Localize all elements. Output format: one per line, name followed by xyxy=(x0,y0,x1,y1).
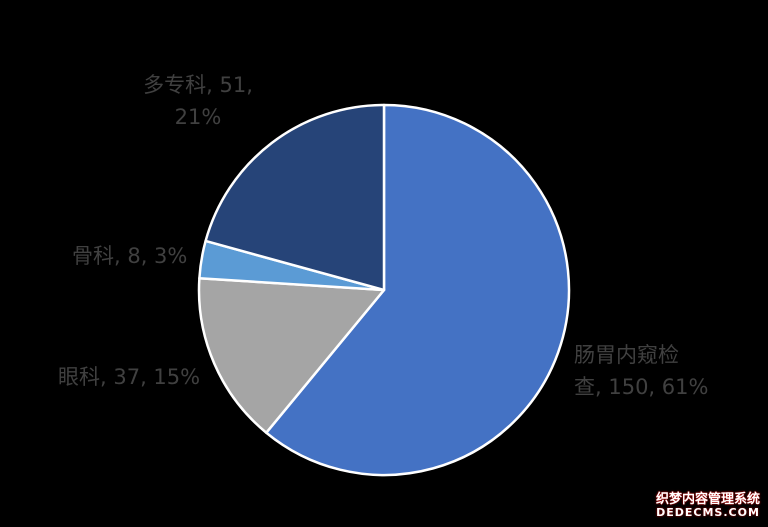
slice-label-line: 骨科, 8, 3% xyxy=(72,244,187,268)
pie-slice-3 xyxy=(204,103,386,292)
slice-label-line: 21% xyxy=(175,105,222,129)
slice-label-3: 多专科, 51, 21% xyxy=(143,73,253,129)
slice-label-line: 查, 150, 61% xyxy=(574,375,708,399)
watermark-domain: DEDECMS.COM xyxy=(656,505,760,519)
watermark: 织梦内容管理系统 DEDECMS.COM xyxy=(654,491,762,519)
pie-slice-0 xyxy=(265,103,571,477)
slice-label-line: 肠胃内窥检 xyxy=(574,343,679,367)
slice-label-line: 眼科, 37, 15% xyxy=(58,365,200,389)
pie-slices xyxy=(197,103,571,477)
slice-label-2: 骨科, 8, 3% xyxy=(72,244,187,268)
slice-label-line: 多专科, 51, xyxy=(143,73,253,97)
slice-labels: 肠胃内窥检查, 150, 61% 眼科, 37, 15% 骨科, 8, 3% 多专科,… xyxy=(58,73,708,399)
watermark-title: 织梦内容管理系统 xyxy=(655,491,760,507)
slice-label-1: 眼科, 37, 15% xyxy=(58,365,200,389)
pie-slice-1 xyxy=(197,276,386,434)
slice-label-0: 肠胃内窥检查, 150, 61% xyxy=(574,343,708,399)
